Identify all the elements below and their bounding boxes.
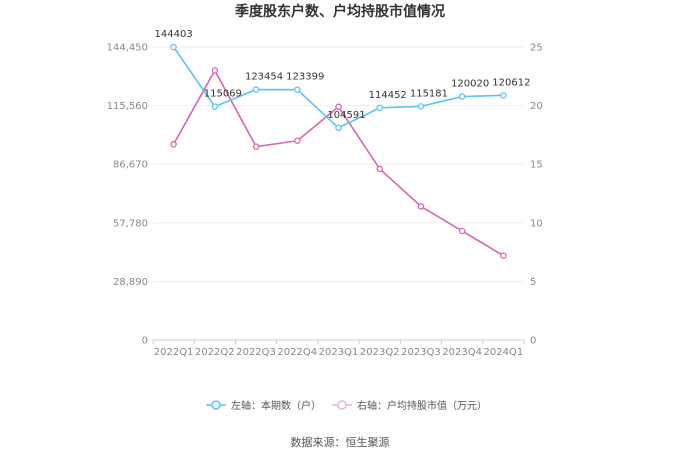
series-point-1[interactable]: [376, 165, 383, 173]
data-source: 数据来源：恒生聚源: [291, 435, 390, 449]
legend-item-households[interactable]: 左轴：本期数（户）: [206, 399, 321, 412]
data-label: 114452: [369, 90, 407, 101]
left-tick-label: 28,890: [113, 277, 148, 288]
series-point-0[interactable]: [211, 103, 219, 110]
series-point-1[interactable]: [458, 227, 466, 235]
legend-label-avg-value: 右轴：户均持股市值（万元）: [357, 399, 487, 412]
series-point-0[interactable]: [500, 92, 507, 99]
x-tick-label: 2022Q3: [236, 347, 276, 358]
series-point-0[interactable]: [252, 86, 260, 93]
series-point-1[interactable]: [417, 203, 425, 210]
left-tick-label: 57,780: [113, 218, 148, 229]
x-tick-label: 2023Q3: [401, 347, 441, 358]
right-tick-label: 25: [530, 43, 543, 54]
series-point-1[interactable]: [170, 141, 177, 148]
right-axis-ticks: 0 5 10 15 20 25: [530, 43, 543, 347]
series-point-0[interactable]: [294, 86, 301, 93]
right-tick-label: 10: [530, 218, 543, 229]
right-tick-label: 0: [530, 336, 536, 347]
x-tick-label: 2022Q4: [277, 347, 317, 358]
x-axis-ticks: 2022Q1 2022Q2 2022Q3 2022Q4 2023Q1 2023Q2 2023…: [152, 340, 525, 358]
legend-item-avg-value[interactable]: 右轴：户均持股市值（万元）: [332, 399, 487, 412]
left-tick-label: 115,560: [107, 101, 148, 112]
legend-label-households: 左轴：本期数（户）: [231, 399, 321, 412]
data-label: 123454: [245, 72, 283, 83]
data-label: 104591: [327, 110, 365, 121]
x-tick-label: 2022Q1: [154, 347, 194, 358]
x-tick-label: 2023Q1: [319, 347, 359, 358]
data-label: 144403: [155, 29, 193, 40]
series-point-1[interactable]: [335, 103, 342, 111]
series-point-0[interactable]: [376, 104, 383, 112]
data-label: 123399: [286, 72, 324, 83]
x-tick-label: 2023Q2: [360, 347, 400, 358]
right-tick-label: 20: [530, 101, 543, 112]
x-tick-label: 2022Q2: [195, 347, 235, 358]
data-label: 115069: [204, 89, 242, 100]
series-layer: [170, 43, 507, 259]
left-tick-label: 0: [142, 336, 148, 347]
series-point-1[interactable]: [211, 67, 219, 74]
series-point-0[interactable]: [170, 43, 177, 51]
left-axis-ticks: 0 28,890 57,780 86,670 115,560 144,450: [107, 43, 148, 347]
data-label: 120612: [492, 77, 530, 88]
left-tick-label: 144,450: [107, 43, 148, 54]
data-label: 115181: [410, 88, 448, 99]
legend: 左轴：本期数（户） 右轴：户均持股市值（万元）: [206, 399, 487, 412]
chart-title: 季度股东户数、户均持股市值情况: [234, 3, 445, 20]
data-label: 120020: [451, 79, 489, 90]
right-tick-label: 15: [530, 160, 543, 171]
x-tick-label: 2023Q4: [442, 347, 482, 358]
left-tick-label: 86,670: [113, 160, 148, 171]
series-point-1[interactable]: [252, 143, 260, 150]
series-point-0[interactable]: [417, 103, 425, 110]
series-point-0[interactable]: [335, 124, 342, 132]
series-point-1[interactable]: [294, 137, 301, 145]
series-point-1[interactable]: [500, 252, 507, 259]
right-tick-label: 5: [530, 277, 536, 288]
x-tick-label: 2024Q1: [484, 347, 524, 358]
series-point-0[interactable]: [458, 93, 466, 100]
